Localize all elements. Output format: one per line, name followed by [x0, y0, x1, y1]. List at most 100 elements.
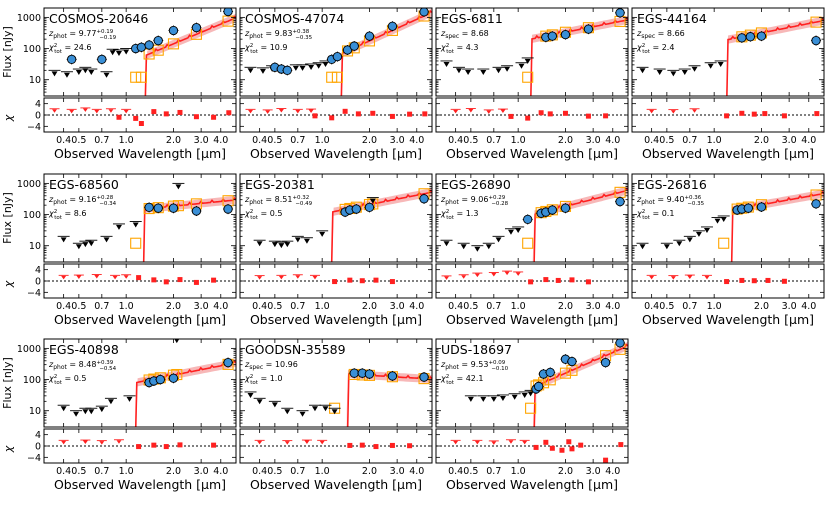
y-tick-label: 100 [23, 375, 41, 386]
upper-limit-marker [704, 62, 717, 69]
chi2-annotation: χ2 tot = 24.6 [48, 43, 92, 55]
photometry-detection [745, 31, 756, 42]
residual-upper-limit [668, 275, 679, 280]
residual-point [603, 457, 609, 463]
sed-axes-frame [631, 7, 825, 97]
chi2-subscript: tot [54, 215, 63, 221]
upper-limit-marker [123, 395, 136, 402]
chi2-subscript: tot [642, 215, 651, 221]
sed-axes-frame [239, 7, 433, 97]
photometry-detection [756, 31, 767, 42]
chi2-subscript: tot [446, 49, 455, 55]
model-photometry-point [326, 71, 338, 83]
x-axis-label: Observed Wavelength [μm] [446, 146, 618, 161]
residual-upper-limit [502, 270, 513, 276]
residual-upper-limit [282, 440, 293, 445]
residual-point [724, 113, 730, 119]
upper-limit-marker [492, 66, 505, 74]
redshift-annotation: zphot = 9.53+0.09 −0.10 [440, 360, 509, 372]
x-axis-label: Observed Wavelength [μm] [54, 477, 226, 492]
x-tick-label: 0.7 [486, 466, 501, 477]
x-tick-label: 3.0 [586, 301, 601, 312]
redshift-value: = 9.16 [67, 195, 97, 204]
x-axis-label: Observed Wavelength [μm] [642, 312, 814, 327]
upper-limit-marker [100, 235, 113, 243]
upper-limit-marker [112, 49, 125, 56]
upper-limit-marker [72, 242, 85, 250]
x-tick-label: 2.0 [362, 301, 377, 312]
photometry-detection [155, 374, 166, 385]
residual-point [508, 113, 514, 119]
residual-upper-limit [309, 274, 320, 280]
photometry-detection [223, 8, 234, 17]
redshift-annotation: zphot = 9.16+0.28 −0.34 [48, 195, 117, 207]
redshift-subscript: phot [249, 33, 263, 40]
upper-limit-marker [312, 62, 325, 69]
x-tick-label: 0.5 [659, 301, 674, 312]
sed-axes-frame [239, 173, 433, 263]
sed-panel: UDS-18697 zphot = 9.53+0.09 −0.10 χ2 tot = 4… [435, 338, 629, 492]
model-photometry-point [135, 71, 147, 83]
upper-limit-marker [717, 215, 730, 222]
chi-tick-label: −4 [27, 288, 41, 299]
residual-upper-limit [450, 108, 461, 114]
x-tick-label: 3.0 [390, 466, 405, 477]
sed-axes-frame [435, 338, 629, 428]
redshift-error-down: −0.54 [99, 366, 116, 372]
residual-point [389, 279, 395, 285]
redshift-subscript: phot [53, 199, 67, 206]
redshift-value: = 10.96 [263, 360, 298, 369]
sed-axes-frame [43, 7, 237, 97]
chi2-superscript: 2 [250, 43, 254, 49]
x-tick-label: 0.7 [290, 301, 305, 312]
residual-point [389, 113, 395, 119]
residual-upper-limit [472, 439, 483, 445]
chi-tick-label: 0 [35, 111, 41, 122]
chi-axis-label: χ [2, 114, 15, 122]
residual-upper-limit [121, 108, 132, 114]
chi2-symbol: χ [636, 43, 642, 52]
upper-limit-marker [268, 400, 281, 408]
x-tick-label: 2.0 [362, 135, 377, 146]
x-tick-label: 0.4 [448, 466, 463, 477]
redshift-error-up: +0.36 [684, 195, 701, 201]
upper-limit-marker [104, 397, 117, 405]
upper-limit-marker [636, 242, 649, 250]
x-tick-label: 1.0 [707, 301, 722, 312]
photometry-detection [168, 373, 179, 384]
residual-upper-limit [689, 108, 700, 113]
residual-upper-limit [505, 439, 516, 444]
y-axis-label: Flux [nJy] [1, 192, 14, 244]
upper-limit-marker [85, 407, 98, 415]
chi2-value: = 24.6 [62, 43, 92, 52]
x-tick-label: 4.0 [409, 466, 424, 477]
best-fit-model-line [346, 371, 432, 427]
photometry-detection [600, 357, 611, 368]
x-tick-label: 3.0 [782, 301, 797, 312]
upper-limit-marker [700, 226, 713, 233]
chi-tick-label: −4 [27, 453, 41, 464]
chi2-subscript: tot [250, 380, 259, 386]
photometry-detection [66, 54, 77, 65]
residual-point [211, 114, 217, 120]
residual-point [177, 277, 183, 283]
redshift-error-down: −0.19 [99, 35, 116, 41]
photometry-detection [144, 202, 155, 213]
x-tick-label: 0.5 [659, 135, 674, 146]
x-tick-label: 4.0 [409, 135, 424, 146]
upper-limit-marker [296, 410, 309, 417]
x-tick-label: 2.0 [558, 135, 573, 146]
upper-limit-marker [452, 66, 465, 74]
chi2-superscript: 2 [250, 209, 254, 215]
chi2-superscript: 2 [642, 209, 646, 215]
residual-point [739, 110, 745, 116]
chi-tick-label: 0 [35, 277, 41, 288]
upper-limit-marker [85, 68, 98, 76]
redshift-error-up: +0.19 [96, 29, 113, 35]
panel-title: EGS-40898 [49, 342, 119, 357]
upper-limit-marker [508, 393, 521, 400]
panel-title: EGS-6811 [441, 11, 503, 26]
residual-point [347, 442, 353, 448]
x-tick-label: 1.0 [315, 301, 330, 312]
residual-upper-limit [317, 439, 328, 445]
